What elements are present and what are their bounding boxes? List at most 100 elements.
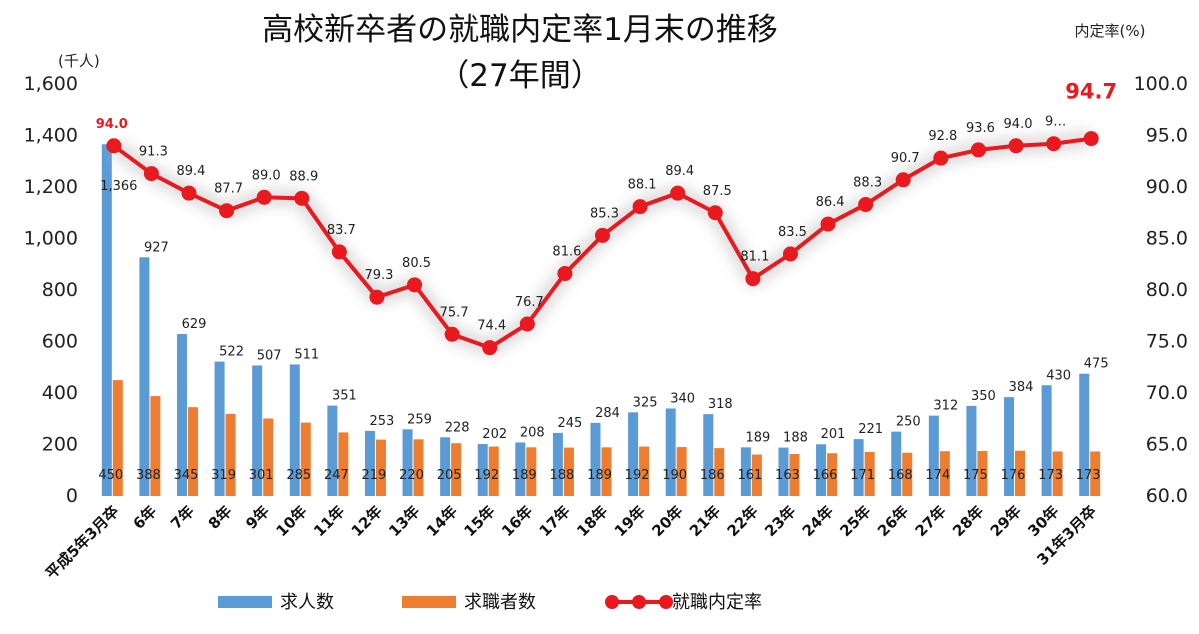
right-tick-label: 85.0 xyxy=(1146,228,1188,250)
job-seekers-label: 450 xyxy=(98,468,123,483)
job-openings-label: 384 xyxy=(1009,380,1034,395)
job-seekers-label: 189 xyxy=(512,468,537,483)
legend-label-job-seekers: 求職者数 xyxy=(464,592,536,613)
right-axis-unit: 内定率(%) xyxy=(1075,22,1146,40)
chart-subtitle: （27年間） xyxy=(438,58,601,94)
job-seekers-label: 174 xyxy=(925,468,950,483)
x-tick-label: 12年 xyxy=(348,502,386,540)
left-axis-unit: (千人) xyxy=(58,52,100,70)
rate-point xyxy=(970,142,986,158)
job-seekers-bar xyxy=(1015,450,1026,496)
rate-point xyxy=(595,227,610,243)
rate-label: 89.4 xyxy=(665,164,694,179)
job-seekers-bar xyxy=(789,454,800,496)
job-openings-label: 430 xyxy=(1046,368,1071,383)
job-seekers-label: 186 xyxy=(700,468,725,483)
job-openings-bar xyxy=(364,430,375,496)
rate-label: 74.4 xyxy=(477,319,506,334)
job-seekers-bar xyxy=(112,380,123,496)
x-tick-label: 23年 xyxy=(761,502,799,540)
rate-point xyxy=(707,205,723,221)
job-openings-bar xyxy=(628,412,639,496)
legend-label-rate: 就職内定率 xyxy=(672,592,762,613)
job-openings-label: 208 xyxy=(520,425,545,440)
job-openings-label: 228 xyxy=(445,420,470,435)
rate-point xyxy=(895,172,911,188)
job-openings-label: 253 xyxy=(370,414,395,429)
job-openings-label: 629 xyxy=(182,317,207,332)
rate-label: 90.7 xyxy=(891,151,920,166)
left-axis: 0 200 400 600 800 1,000 1,200 1,400 1,600 xyxy=(24,73,78,507)
left-tick-label: 800 xyxy=(42,279,78,301)
job-seekers-label: 188 xyxy=(549,468,574,483)
rate-label: 94.7 xyxy=(1065,80,1117,104)
job-seekers-label: 190 xyxy=(662,468,687,483)
job-openings-label: 340 xyxy=(670,391,695,406)
job-seekers-bar xyxy=(1090,451,1101,496)
right-tick-label: 80.0 xyxy=(1146,279,1188,301)
job-openings-label: 522 xyxy=(219,345,244,360)
rate-label: 89.4 xyxy=(177,164,206,179)
job-openings-bar xyxy=(214,361,225,496)
job-seekers-bar xyxy=(751,454,762,496)
rate-label: 94.0 xyxy=(96,117,128,132)
rate-point xyxy=(745,271,761,287)
rate-label: 85.3 xyxy=(590,206,619,221)
job-openings-label: 312 xyxy=(933,399,958,414)
job-seekers-label: 176 xyxy=(1001,468,1026,483)
x-tick-label: 8年 xyxy=(205,502,236,533)
job-openings-bar xyxy=(590,422,601,496)
rate-label: 81.1 xyxy=(740,250,769,265)
job-seekers-bar xyxy=(451,443,462,496)
rate-label: 88.9 xyxy=(289,169,318,184)
rate-point xyxy=(632,199,648,215)
job-openings-label: 318 xyxy=(708,397,733,412)
job-seekers-label: 192 xyxy=(474,468,499,483)
x-tick-label: 17年 xyxy=(536,502,574,540)
job-seekers-bar xyxy=(563,447,574,496)
job-seekers-bar xyxy=(375,439,386,496)
job-seekers-label: 173 xyxy=(1076,468,1101,483)
job-openings-label: 188 xyxy=(783,431,808,446)
right-axis: 60.0 65.0 70.0 75.0 80.0 85.0 90.0 95.0 100.0 xyxy=(1134,73,1188,507)
legend-swatch-job-seekers xyxy=(402,596,456,608)
job-openings-label: 221 xyxy=(858,422,883,437)
job-seekers-label: 388 xyxy=(136,468,161,483)
legend-swatch-rate-point xyxy=(605,595,619,609)
job-openings-label: 259 xyxy=(407,412,432,427)
x-tick-label: 19年 xyxy=(611,502,649,540)
rate-label: 88.3 xyxy=(853,176,882,191)
job-seekers-bar xyxy=(225,413,236,496)
rate-label: 79.3 xyxy=(364,268,393,283)
x-tick-label: 10年 xyxy=(272,502,310,540)
job-seekers-label: 189 xyxy=(587,468,612,483)
rate-point xyxy=(858,197,874,213)
job-openings-bar xyxy=(440,437,451,496)
job-openings-bar xyxy=(402,429,413,496)
rate-label: 86.4 xyxy=(816,195,845,210)
rate-label: 80.5 xyxy=(402,256,431,271)
job-openings-label: 1,366 xyxy=(100,179,137,194)
rate-label: 89.0 xyxy=(252,168,281,183)
job-seekers-label: 171 xyxy=(850,468,875,483)
job-openings-label: 927 xyxy=(144,240,169,255)
job-openings-label: 475 xyxy=(1084,357,1109,372)
job-openings-bar xyxy=(891,431,902,496)
x-tick-label: 15年 xyxy=(460,502,498,540)
job-openings-bar xyxy=(966,405,977,496)
job-openings-label: 189 xyxy=(745,430,770,445)
job-openings-label: 351 xyxy=(332,389,357,404)
right-tick-label: 100.0 xyxy=(1134,73,1188,95)
job-openings-bar xyxy=(703,414,714,496)
rate-point xyxy=(557,266,573,282)
rate-label: 76.7 xyxy=(515,295,544,310)
left-tick-label: 1,400 xyxy=(24,125,78,147)
rate-label: 83.7 xyxy=(327,223,356,238)
job-openings-label: 245 xyxy=(557,416,582,431)
job-seekers-label: 285 xyxy=(286,468,311,483)
job-seekers-bar xyxy=(827,453,838,496)
job-seekers-label: 345 xyxy=(174,468,199,483)
x-tick-label: 14年 xyxy=(423,502,461,540)
job-seekers-label: 173 xyxy=(1038,468,1063,483)
job-openings-label: 202 xyxy=(482,427,507,442)
